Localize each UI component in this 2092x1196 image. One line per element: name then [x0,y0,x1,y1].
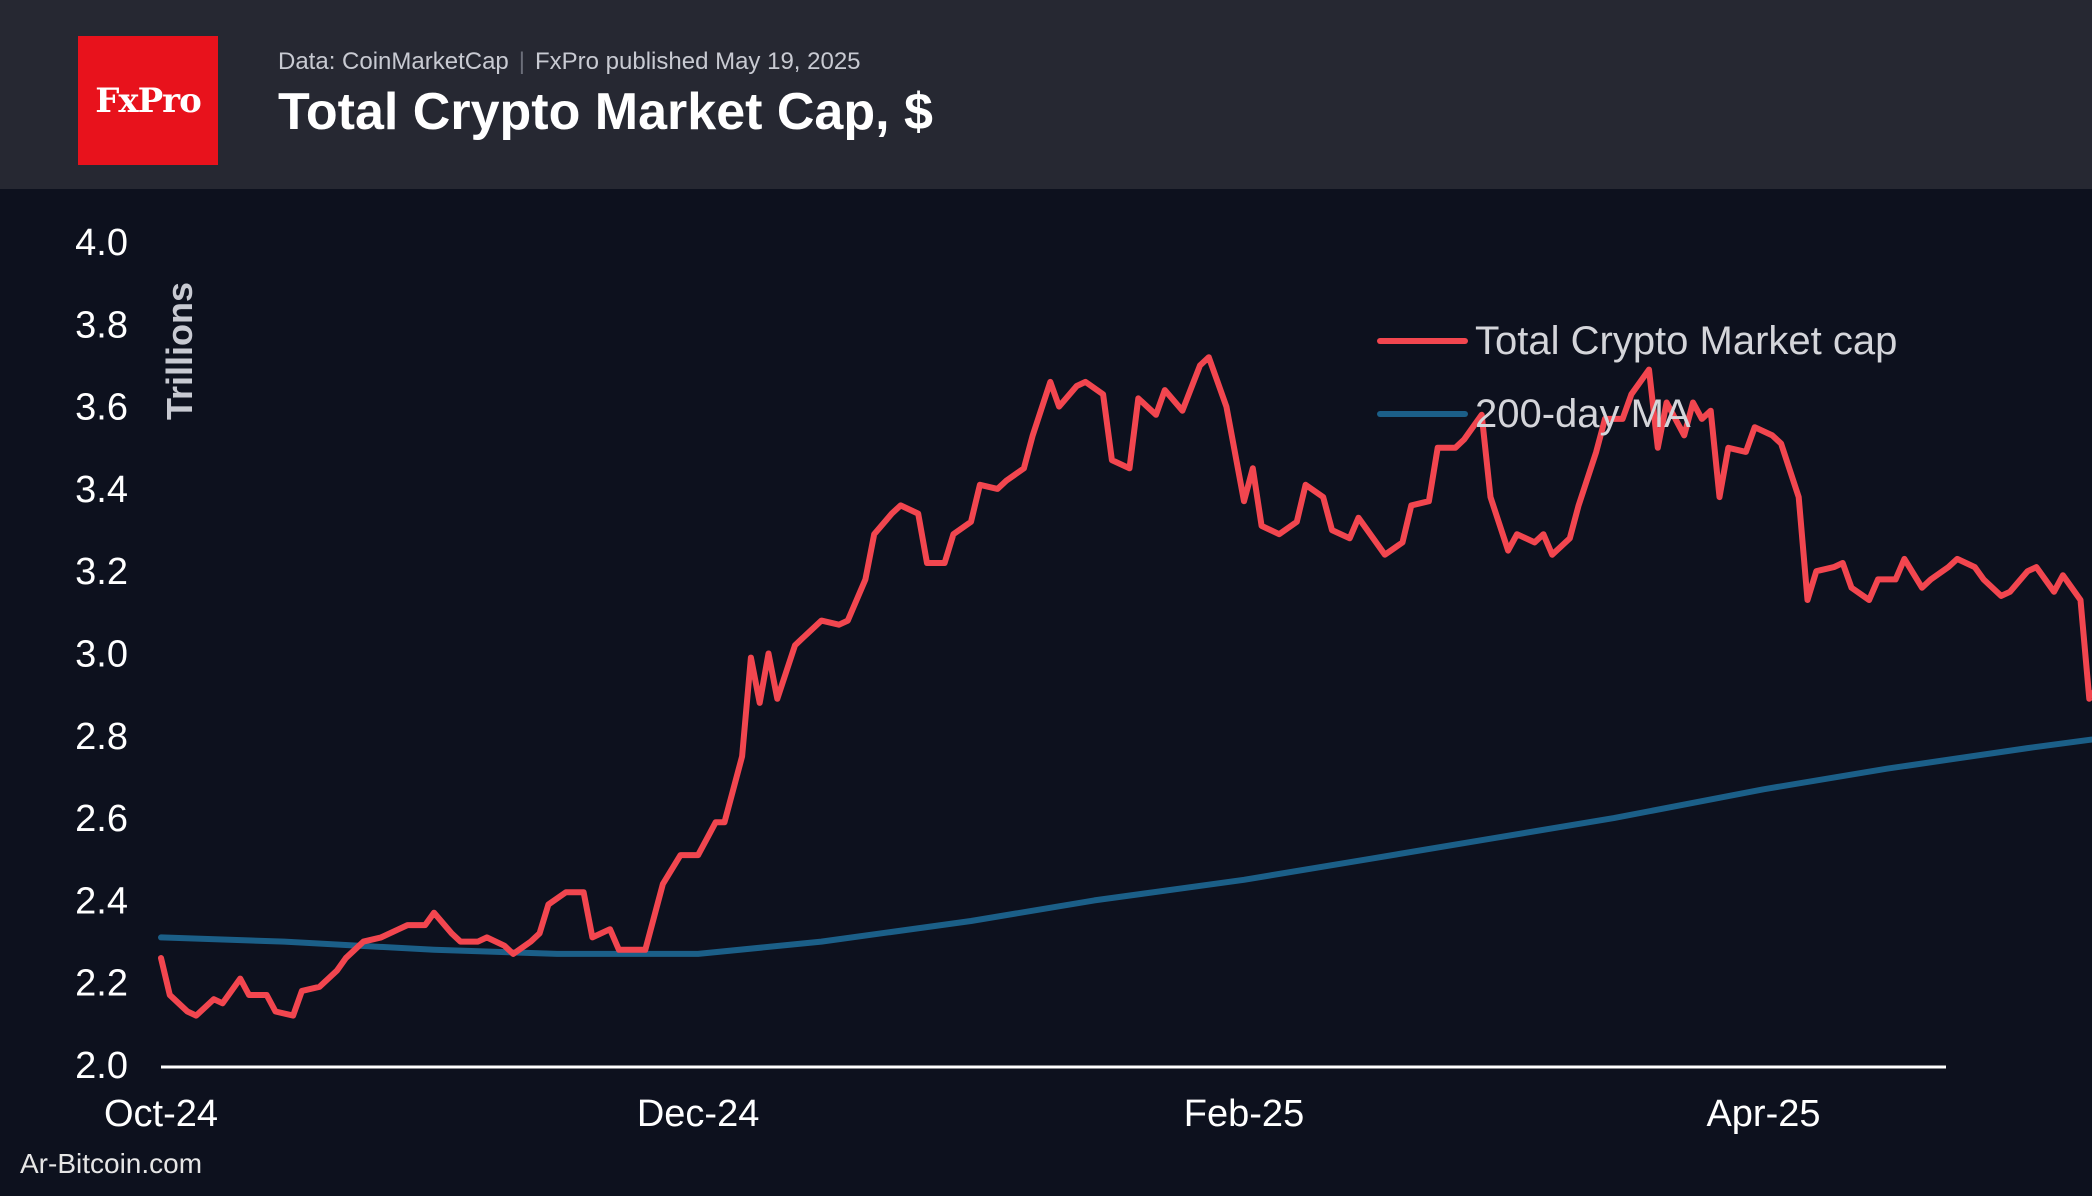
y-tick-label: 3.6 [75,387,128,429]
y-tick-label: 2.2 [75,963,128,1005]
chart-legend: Total Crypto Market cap 200-day MA [1377,319,1897,436]
y-tick-label: 2.8 [75,716,128,758]
x-tick-label: Oct-24 [104,1093,218,1135]
watermark-text: Ar-Bitcoin.com [20,1148,203,1179]
y-tick-label: 4.0 [75,222,128,264]
y-axis-ticks: 2.0 2.2 2.4 2.6 2.8 3.0 3.2 3.4 3.6 3.8 4.0 [75,222,128,1087]
fxpro-logo: FxPro [78,36,218,165]
series-layer [158,354,2092,1019]
publisher-text: FxPro published May 19, 2025 [535,48,861,75]
header-bar: FxPro Data: CoinMarketCap | FxPro publishe… [0,0,2092,189]
x-axis-ticks: Oct-24 Dec-24 Feb-25 Apr-25 [104,1093,1821,1135]
y-tick-label: 2.0 [75,1045,128,1087]
source-line: Data: CoinMarketCap | FxPro published May … [278,48,861,76]
chart-area: 2.0 2.2 2.4 2.6 2.8 3.0 3.2 3.4 3.6 3.8 4.0 Oct-24… [75,222,2092,1135]
separator: | [518,48,525,75]
y-tick-label: 2.4 [75,880,128,922]
market-cap-line [158,354,2092,1019]
data-source-text: Data: CoinMarketCap [278,48,509,75]
y-tick-label: 2.6 [75,798,128,840]
y-tick-label: 3.4 [75,469,128,511]
chart-title: Total Crypto Market Cap, $ [278,83,933,141]
x-tick-label: Dec-24 [637,1093,760,1135]
legend-label: 200-day MA [1475,392,1691,436]
legend-label: Total Crypto Market cap [1475,319,1897,363]
y-axis-label: Trillions [159,282,200,420]
x-tick-label: Apr-25 [1706,1093,1820,1135]
logo-text: FxPro [95,80,202,121]
y-tick-label: 3.0 [75,634,128,676]
y-tick-label: 3.2 [75,551,128,593]
ma200-line [158,736,2092,957]
x-tick-label: Feb-25 [1184,1093,1304,1135]
y-tick-label: 3.8 [75,304,128,346]
